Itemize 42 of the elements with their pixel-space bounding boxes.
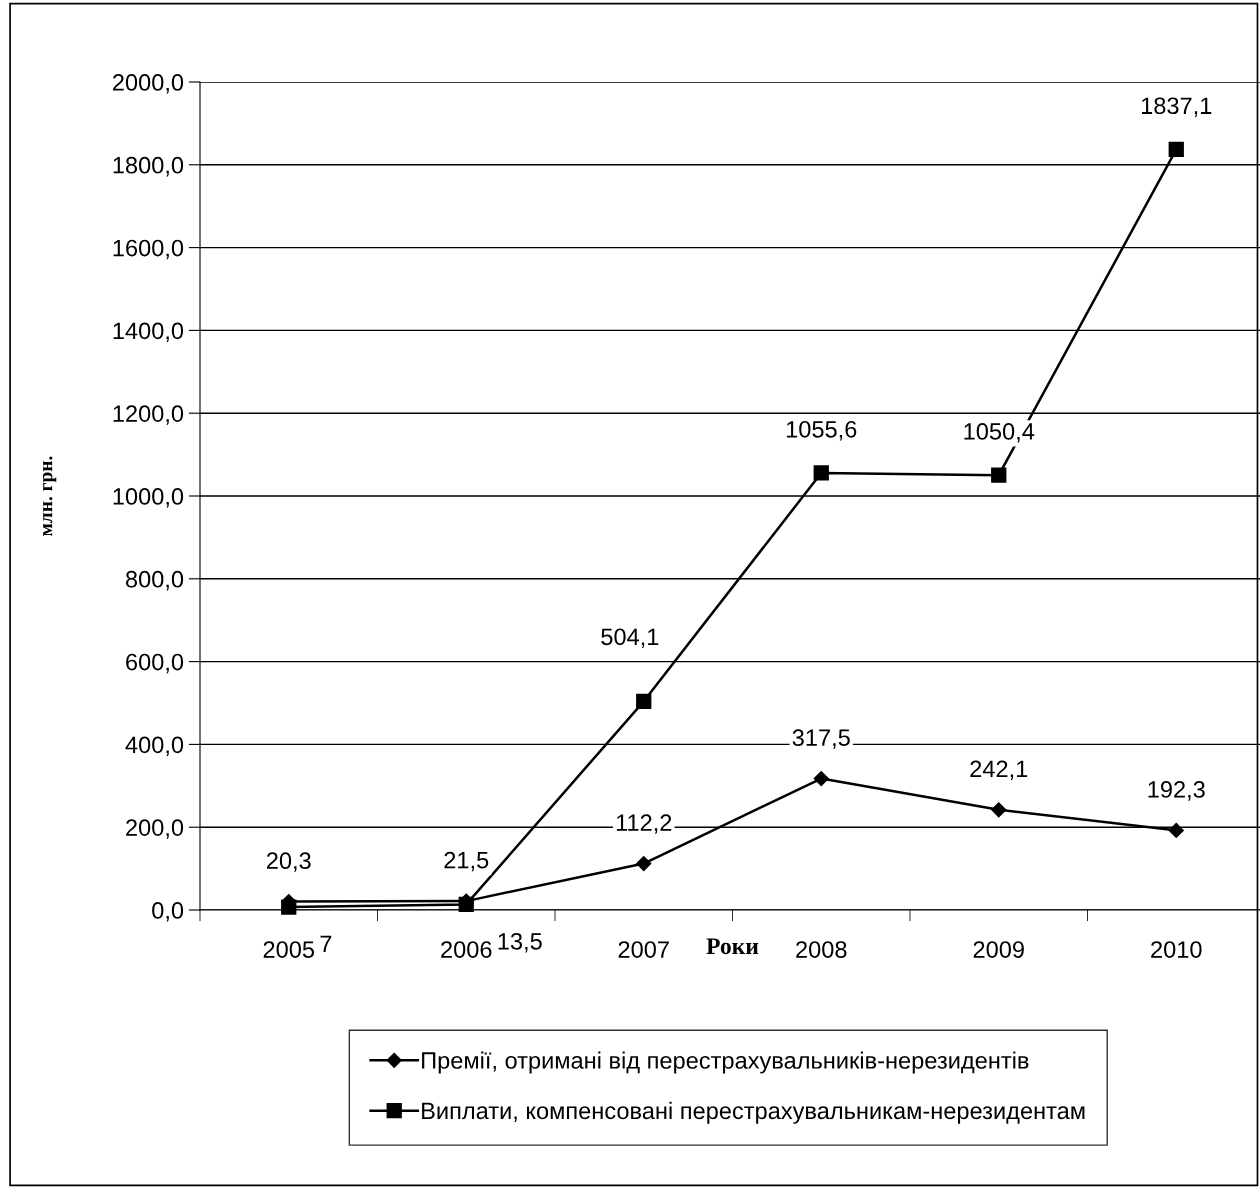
point — [636, 693, 652, 709]
y-tick-label: 200,0 — [126, 819, 184, 839]
y-tick-label: 1800,0 — [113, 156, 184, 177]
y-tick-label: 1200,0 — [113, 405, 184, 425]
y-tick-label: 1600,0 — [113, 239, 184, 260]
point — [1168, 822, 1184, 838]
data-label: 7 — [320, 935, 332, 953]
x-axis-title: Роки — [706, 938, 759, 955]
data-label: 317,5 — [792, 729, 850, 749]
y-tick-label: 800,0 — [125, 570, 184, 591]
x-tick-label: 2006 — [441, 941, 492, 958]
x-tick-label: 2005 — [263, 941, 315, 958]
data-label: 13,5 — [498, 932, 542, 953]
y-axis-title: млн. грн. — [42, 456, 57, 536]
point — [991, 467, 1007, 483]
y-tick-label: 1000,0 — [113, 488, 184, 508]
point — [281, 899, 297, 915]
data-label: 1050,4 — [964, 423, 1035, 443]
data-label: 1837,1 — [1141, 97, 1212, 117]
x-tick-label: 2007 — [618, 941, 669, 958]
legend-label: Виплати, компенсовані перестрахувальникам-нерезидентам — [422, 1101, 1085, 1124]
data-label: 20,3 — [266, 852, 311, 872]
y-tick-label: 400,0 — [125, 736, 184, 756]
data-label: 1055,6 — [786, 420, 857, 441]
point — [813, 770, 829, 787]
data-label: 192,3 — [1148, 781, 1205, 801]
legend-label: Премії, отримані від перестрахувальників-нерезидентів — [422, 1051, 1029, 1074]
point — [813, 465, 829, 481]
y-tick-label: 1400,0 — [113, 322, 184, 342]
data-label: 21,5 — [444, 851, 489, 872]
y-tick-label: 600,0 — [126, 653, 184, 674]
point — [1168, 141, 1184, 158]
data-label: 112,2 — [616, 814, 672, 834]
y-tick-label: 0,0 — [152, 902, 184, 922]
point — [636, 855, 652, 872]
y-tick-label: 2000,0 — [113, 74, 184, 94]
point — [991, 802, 1007, 818]
data-label: 242,1 — [970, 760, 1028, 781]
x-tick-label: 2009 — [973, 941, 1024, 958]
data-label: 504,1 — [601, 628, 659, 648]
x-tick-label: 2008 — [796, 941, 847, 958]
x-tick-label: 2010 — [1151, 941, 1202, 958]
